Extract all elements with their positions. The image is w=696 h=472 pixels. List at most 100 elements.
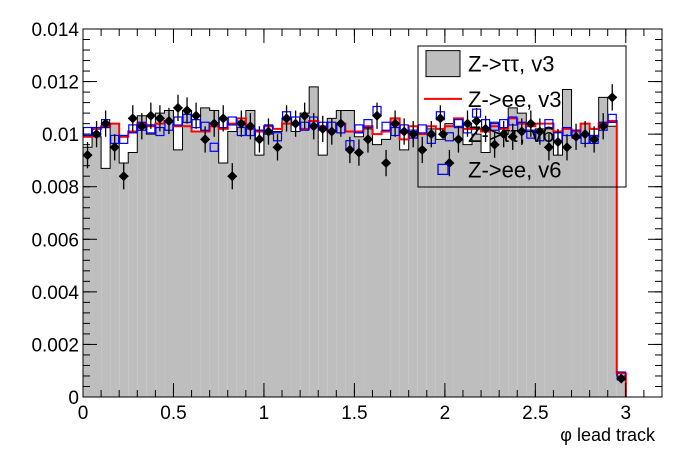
- fill-bar: [481, 152, 491, 397]
- fill-bar: [616, 375, 626, 397]
- data-marker: [209, 118, 220, 129]
- data-marker: [145, 110, 156, 121]
- data-marker: [281, 113, 292, 124]
- y-tick-label: 0.004: [31, 283, 79, 304]
- y-tick-label: 0.006: [31, 230, 79, 251]
- legend-label: Z->ee, v3: [468, 87, 562, 112]
- open-square-marker: [354, 124, 364, 134]
- data-marker: [127, 113, 138, 124]
- y-tick-label: 0.002: [31, 335, 79, 356]
- fill-bar: [444, 123, 454, 397]
- fill-bar: [336, 110, 346, 397]
- y-tick-label: 0.014: [31, 20, 79, 41]
- data-marker: [589, 134, 600, 145]
- fill-bar: [227, 131, 237, 397]
- open-square-marker: [209, 142, 219, 152]
- data-marker: [489, 139, 500, 150]
- fill-bar: [372, 144, 382, 397]
- data-marker: [471, 116, 482, 126]
- open-square-marker: [227, 116, 237, 126]
- histogram-layer: [82, 84, 627, 397]
- fill-bar: [191, 131, 201, 397]
- data-marker: [236, 118, 247, 129]
- data-marker: [218, 113, 229, 124]
- axes: 0 0.002 0.004 0.006 0.008 0.01 0.012 0.014 0 0.5 1…: [31, 20, 663, 424]
- data-marker: [191, 110, 202, 121]
- fill-bar: [345, 110, 355, 397]
- open-square-marker: [544, 119, 554, 129]
- open-square-marker: [490, 121, 500, 131]
- fill-bar: [399, 149, 409, 397]
- data-marker: [182, 105, 193, 116]
- x-tick-label: 0.5: [160, 403, 186, 424]
- data-marker: [381, 158, 392, 169]
- fill-bar: [472, 134, 482, 397]
- fill-bar: [426, 128, 436, 397]
- fill-bar: [562, 89, 572, 397]
- x-tick-label: 2: [440, 403, 451, 424]
- data-marker: [534, 126, 545, 137]
- data-marker: [426, 129, 437, 140]
- data-marker: [525, 118, 536, 129]
- y-tick-label: 0: [68, 388, 79, 409]
- data-marker: [290, 118, 301, 129]
- x-tick-label: 1: [259, 403, 270, 424]
- fill-bar: [381, 139, 391, 397]
- fill-bar: [263, 134, 273, 397]
- data-marker: [136, 121, 147, 132]
- legend-label: Z->ττ, v3: [468, 52, 554, 77]
- data-marker: [335, 118, 346, 129]
- data-marker: [163, 116, 174, 126]
- fill-bar: [517, 113, 527, 397]
- fill-bar: [571, 131, 581, 397]
- legend-box: [417, 45, 627, 188]
- fill-bar: [490, 123, 500, 397]
- fill-bar: [110, 123, 120, 397]
- x-tick-label: 1.5: [341, 403, 367, 424]
- fill-bar: [119, 163, 129, 397]
- data-marker: [435, 113, 446, 124]
- fill-bar: [245, 110, 255, 397]
- y-tick-label: 0.008: [31, 178, 79, 199]
- data-marker: [245, 121, 256, 132]
- fill-bar: [309, 86, 319, 397]
- fill-bar: [182, 110, 192, 397]
- open-square-marker: [82, 126, 93, 137]
- data-marker: [227, 171, 238, 182]
- data-marker: [498, 129, 509, 140]
- x-tick-label: 0: [78, 403, 89, 424]
- data-marker: [308, 121, 319, 132]
- fill-bar: [137, 115, 147, 397]
- x-axis-label: φ lead track: [560, 425, 656, 445]
- fill-bar: [173, 149, 183, 397]
- data-marker: [263, 126, 274, 137]
- fill-bar: [155, 113, 165, 397]
- fill-bar: [363, 128, 373, 397]
- data-marker: [200, 134, 211, 145]
- data-marker: [516, 126, 527, 137]
- data-marker: [254, 134, 265, 145]
- data-marker: [417, 144, 428, 155]
- data-marker: [317, 123, 328, 134]
- y-tick-label: 0.012: [31, 73, 79, 94]
- x-tick-label: 3: [621, 403, 632, 424]
- open-square-marker: [381, 121, 391, 131]
- data-marker: [453, 134, 464, 145]
- data-marker: [299, 110, 310, 121]
- data-marker: [399, 126, 410, 137]
- legend-square-swatch: [437, 163, 449, 176]
- data-marker: [118, 171, 129, 182]
- fill-bar: [272, 131, 283, 397]
- fill-bar: [589, 136, 599, 397]
- fill-bar: [164, 110, 174, 397]
- fill-bar: [499, 134, 509, 397]
- fill-bar: [544, 128, 554, 397]
- data-marker: [616, 373, 627, 384]
- data-marker: [344, 144, 355, 155]
- fill-bar: [236, 121, 246, 397]
- fill-bar: [462, 144, 473, 397]
- open-square-marker: [444, 132, 454, 142]
- data-marker: [580, 129, 591, 140]
- fill-bar: [200, 107, 210, 397]
- fill-bar: [254, 155, 264, 397]
